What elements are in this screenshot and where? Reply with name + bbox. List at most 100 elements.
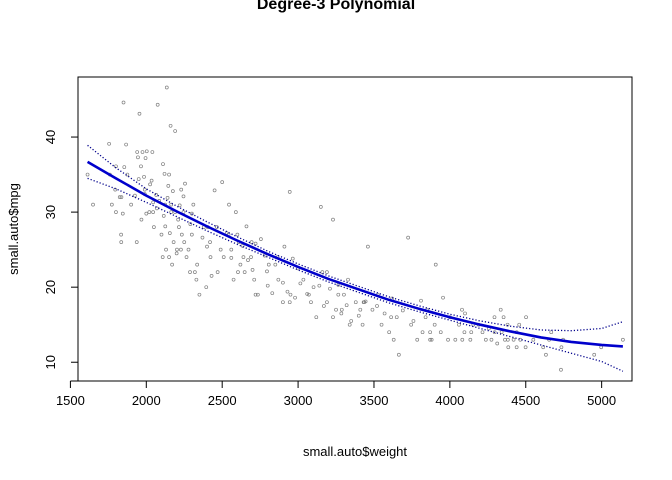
data-point	[344, 303, 349, 308]
data-point	[360, 322, 365, 327]
data-point	[415, 337, 420, 342]
x-tick-label: 2000	[132, 393, 161, 408]
data-point	[142, 187, 147, 192]
data-point	[592, 352, 597, 357]
data-point	[166, 183, 171, 188]
data-point	[358, 307, 363, 312]
data-point	[179, 247, 183, 252]
data-point	[428, 330, 432, 335]
data-point	[188, 270, 192, 275]
data-point	[453, 337, 458, 342]
data-point	[173, 129, 177, 133]
data-point	[220, 180, 225, 184]
data-point	[204, 285, 209, 290]
data-point	[503, 337, 507, 342]
x-tick-label: 3000	[284, 393, 313, 408]
data-point	[177, 203, 182, 208]
data-point	[317, 283, 322, 288]
data-point	[387, 330, 391, 335]
data-point	[136, 155, 140, 160]
data-point	[208, 240, 212, 244]
data-point	[154, 193, 159, 197]
y-tick-label: 30	[43, 205, 58, 219]
data-point	[406, 235, 410, 240]
data-point	[506, 345, 511, 350]
data-point	[342, 292, 346, 297]
data-point	[227, 202, 231, 207]
y-tick-label: 40	[43, 130, 58, 144]
data-point	[140, 150, 145, 154]
data-point	[276, 277, 281, 282]
data-point	[356, 313, 361, 318]
data-point	[136, 177, 141, 181]
y-tick-label: 20	[43, 280, 58, 294]
data-point	[298, 281, 303, 286]
data-point	[265, 269, 269, 274]
data-point	[285, 289, 290, 294]
data-point	[433, 262, 438, 267]
data-point	[167, 255, 171, 259]
data-point	[168, 123, 173, 128]
data-point	[253, 241, 258, 246]
data-point	[544, 352, 548, 357]
data-point	[273, 262, 278, 267]
data-point	[621, 337, 625, 342]
data-point	[457, 322, 461, 327]
data-point	[184, 255, 189, 259]
x-axis: 1500 2000 2500 3000 3500 4000 4500 5000	[56, 380, 616, 408]
data-point	[197, 292, 202, 297]
data-point	[293, 295, 297, 300]
data-point	[208, 255, 213, 259]
data-point	[215, 270, 220, 275]
data-point	[182, 240, 187, 244]
data-point	[460, 337, 465, 342]
x-axis-label: small.auto$weight	[303, 444, 407, 459]
data-point	[290, 256, 295, 261]
data-point	[307, 292, 311, 297]
data-point	[161, 214, 166, 218]
data-point	[238, 262, 243, 267]
data-point	[242, 270, 247, 275]
data-point	[460, 307, 464, 312]
data-point	[282, 244, 287, 249]
data-point	[256, 292, 260, 297]
data-point	[259, 237, 263, 241]
data-point	[183, 181, 187, 186]
data-point	[389, 315, 393, 320]
data-point	[231, 277, 236, 282]
chart-title: Degree-3 Polynomial	[257, 0, 415, 13]
data-point	[394, 315, 399, 320]
data-point	[441, 295, 445, 300]
data-point	[462, 330, 467, 335]
data-point	[379, 322, 384, 327]
data-point	[134, 240, 139, 244]
data-point	[135, 150, 140, 154]
data-point	[148, 182, 152, 187]
plot-frame	[77, 76, 633, 382]
data-point	[428, 337, 432, 342]
data-point	[499, 330, 504, 335]
data-point	[152, 225, 156, 229]
data-point	[181, 194, 186, 199]
data-point	[287, 189, 292, 194]
data-point	[205, 244, 209, 249]
data-point	[270, 291, 275, 296]
data-point	[218, 247, 223, 252]
fit-line-group	[86, 160, 623, 348]
data-point	[463, 311, 467, 316]
data-point	[221, 255, 226, 259]
data-point	[150, 150, 155, 154]
data-point	[194, 277, 199, 282]
data-point	[432, 322, 437, 327]
data-point	[119, 195, 124, 199]
data-point	[109, 202, 114, 207]
data-point	[446, 337, 450, 342]
data-point	[107, 141, 111, 146]
data-point	[179, 232, 184, 237]
data-point	[559, 367, 563, 372]
data-point	[85, 172, 90, 177]
data-point	[438, 330, 443, 335]
data-point	[501, 315, 506, 320]
data-point	[429, 337, 434, 342]
